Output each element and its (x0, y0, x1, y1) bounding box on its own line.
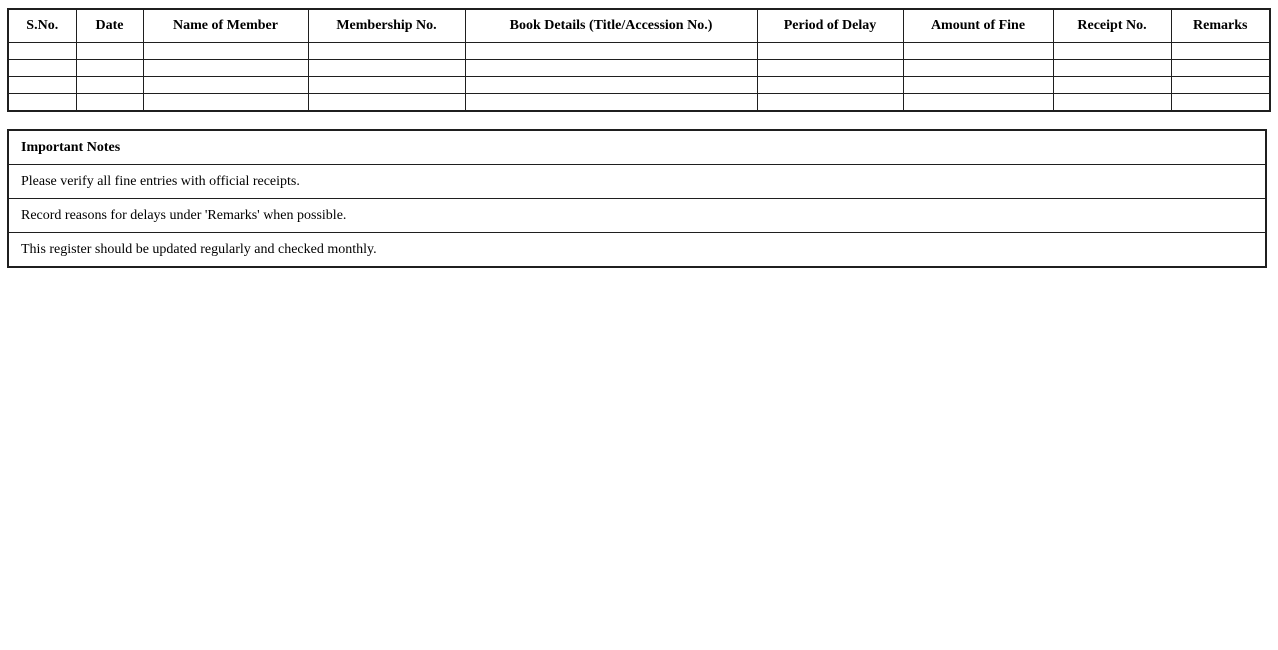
empty-register-row (7, 93, 1271, 112)
column-header-name-of-member: Name of Member (142, 8, 309, 43)
table-cell (7, 59, 77, 77)
note-row: Please verify all fine entries with offi… (7, 164, 1267, 199)
column-header-book-details: Book Details (Title/Accession No.) (464, 8, 758, 43)
table-cell (464, 42, 758, 60)
note-row: Record reasons for delays under 'Remarks… (7, 198, 1267, 233)
note-item: Please verify all fine entries with offi… (7, 164, 1267, 199)
table-cell (902, 42, 1054, 60)
table-cell (307, 76, 466, 94)
table-cell (902, 76, 1054, 94)
table-cell (1052, 42, 1172, 60)
note-item: This register should be updated regularl… (7, 232, 1267, 268)
note-item: Record reasons for delays under 'Remarks… (7, 198, 1267, 233)
empty-register-row (7, 59, 1271, 77)
header-row: S.No. Date Name of Member Membership No.… (7, 8, 1271, 43)
table-cell (1052, 76, 1172, 94)
table-cell (1170, 59, 1271, 77)
table-cell (902, 93, 1054, 112)
table-cell (7, 76, 77, 94)
table-cell (307, 93, 466, 112)
table-cell (1052, 59, 1172, 77)
table-cell (75, 93, 144, 112)
table-cell (1170, 76, 1271, 94)
empty-register-row (7, 42, 1271, 60)
table-cell (464, 93, 758, 112)
fine-register-table: S.No. Date Name of Member Membership No.… (7, 8, 1271, 112)
table-cell (756, 93, 904, 112)
notes-title: Important Notes (7, 129, 1267, 165)
table-cell (902, 59, 1054, 77)
table-cell (142, 42, 309, 60)
table-cell (142, 93, 309, 112)
table-cell (464, 59, 758, 77)
column-header-s-no: S.No. (7, 8, 77, 43)
table-cell (75, 42, 144, 60)
column-header-date: Date (75, 8, 144, 43)
important-notes-table: Important Notes Please verify all fine e… (7, 129, 1267, 268)
empty-register-row (7, 76, 1271, 94)
page: S.No. Date Name of Member Membership No.… (0, 0, 1278, 268)
column-header-amount-of-fine: Amount of Fine (902, 8, 1054, 43)
table-cell (142, 76, 309, 94)
column-header-membership-no: Membership No. (307, 8, 466, 43)
column-header-period-of-delay: Period of Delay (756, 8, 904, 43)
table-cell (756, 42, 904, 60)
notes-title-row: Important Notes (7, 129, 1267, 165)
table-cell (7, 42, 77, 60)
table-cell (307, 42, 466, 60)
table-cell (1052, 93, 1172, 112)
table-cell (7, 93, 77, 112)
table-cell (142, 59, 309, 77)
column-header-remarks: Remarks (1170, 8, 1271, 43)
table-cell (464, 76, 758, 94)
table-cell (756, 76, 904, 94)
table-cell (307, 59, 466, 77)
column-header-receipt-no: Receipt No. (1052, 8, 1172, 43)
table-cell (75, 59, 144, 77)
table-cell (1170, 42, 1271, 60)
table-cell (756, 59, 904, 77)
table-cell (1170, 93, 1271, 112)
table-cell (75, 76, 144, 94)
note-row: This register should be updated regularl… (7, 232, 1267, 268)
